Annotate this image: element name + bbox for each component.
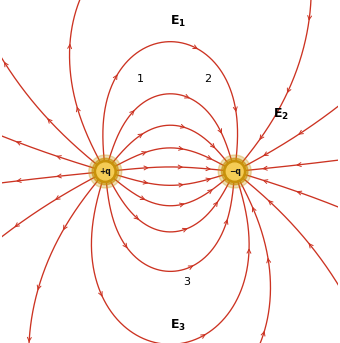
Circle shape <box>94 161 116 182</box>
Circle shape <box>224 161 246 182</box>
Text: $\mathbf{E_2}$: $\mathbf{E_2}$ <box>273 107 289 122</box>
Text: $\mathbf{E_1}$: $\mathbf{E_1}$ <box>170 14 186 29</box>
Text: −q: −q <box>229 167 241 176</box>
Circle shape <box>97 163 114 180</box>
Text: +q: +q <box>99 167 111 176</box>
Text: 1: 1 <box>136 74 143 84</box>
Circle shape <box>226 163 243 180</box>
Circle shape <box>222 158 248 185</box>
Text: 3: 3 <box>183 277 190 287</box>
Text: 2: 2 <box>204 74 211 84</box>
Circle shape <box>218 155 251 188</box>
Circle shape <box>89 155 122 188</box>
Circle shape <box>92 158 118 185</box>
Text: $\mathbf{E_3}$: $\mathbf{E_3}$ <box>170 318 186 333</box>
